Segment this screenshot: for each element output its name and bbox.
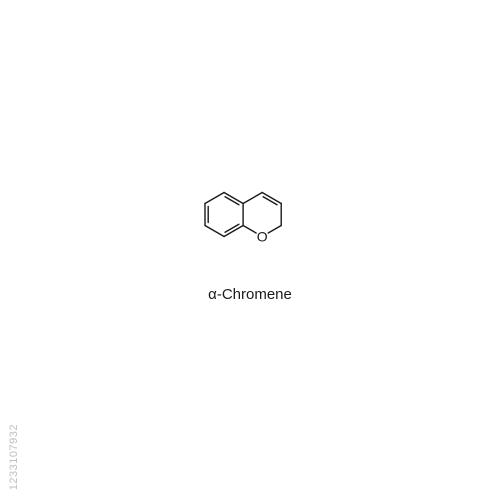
molecule-structure: O	[190, 180, 310, 265]
svg-text:O: O	[257, 229, 268, 245]
compound-label: α-Chromene	[208, 286, 292, 303]
watermark-id: 1233107932	[8, 424, 20, 490]
figure-canvas: O α-Chromene 1233107932	[0, 0, 500, 500]
